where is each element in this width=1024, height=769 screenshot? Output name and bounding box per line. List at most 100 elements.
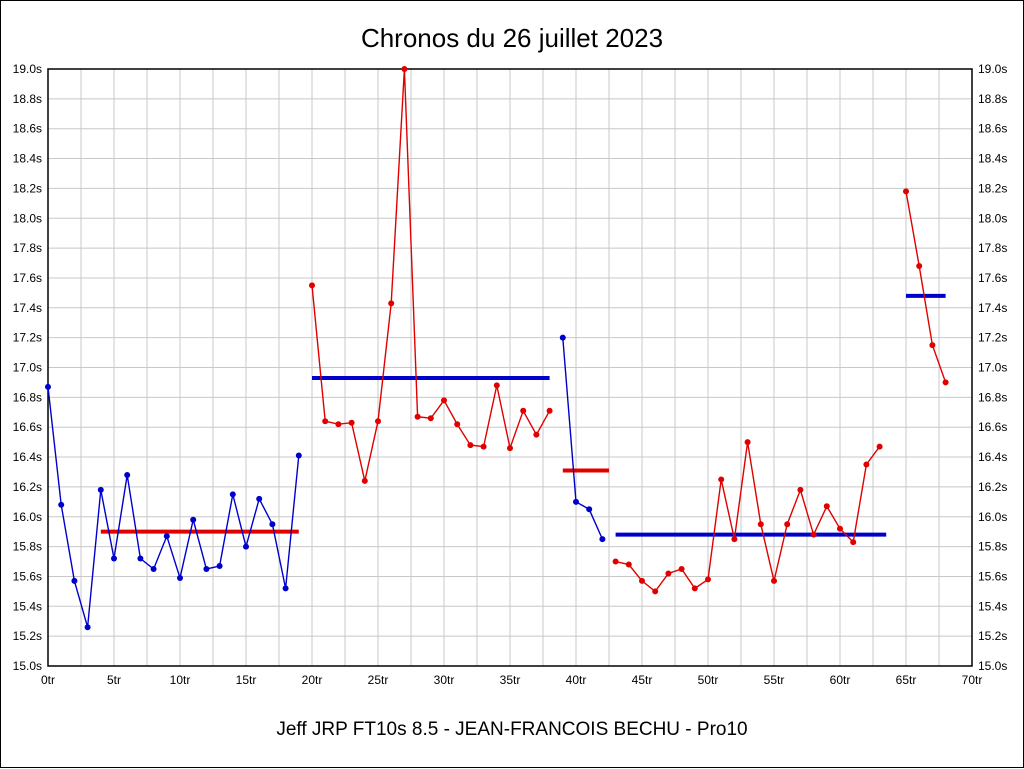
y-tick-label-left: 16.8s bbox=[13, 390, 42, 404]
y-tick-label-right: 17.6s bbox=[978, 271, 1007, 285]
stint-4-laps-point bbox=[863, 461, 870, 468]
y-tick-label-right: 16.6s bbox=[978, 420, 1007, 434]
stint-2-laps-point bbox=[507, 445, 513, 452]
stint-4-laps-point bbox=[797, 486, 804, 493]
stint-1-laps-point bbox=[295, 452, 302, 459]
stint-3-laps-point bbox=[586, 506, 593, 513]
stint-2-laps-point bbox=[401, 66, 408, 72]
stint-2-laps-point bbox=[335, 421, 342, 428]
x-tick-label: 60tr bbox=[830, 673, 851, 687]
x-tick-label: 45tr bbox=[632, 673, 653, 687]
stint-2-laps-point bbox=[388, 300, 395, 307]
stint-1-laps-point bbox=[216, 563, 223, 570]
y-tick-label-left: 17.6s bbox=[13, 271, 42, 285]
stint-4-laps-point bbox=[837, 525, 843, 532]
stint-2-laps-point bbox=[414, 413, 421, 420]
x-tick-label: 65tr bbox=[896, 673, 917, 687]
y-tick-label-right: 18.0s bbox=[978, 211, 1007, 225]
y-tick-label-left: 15.6s bbox=[13, 569, 42, 583]
stint-1-laps-point bbox=[111, 555, 117, 562]
y-tick-label-right: 16.8s bbox=[978, 390, 1007, 404]
x-tick-label: 30tr bbox=[434, 673, 455, 687]
stint-4-laps-point bbox=[625, 561, 632, 568]
y-tick-label-left: 15.0s bbox=[13, 659, 42, 673]
stint-1-laps-point bbox=[229, 491, 236, 498]
y-tick-label-left: 18.6s bbox=[13, 122, 42, 136]
y-tick-label-left: 19.0s bbox=[13, 62, 42, 76]
stint-2-laps-point bbox=[309, 282, 315, 289]
stint-1-laps-point bbox=[58, 501, 65, 508]
stint-4-laps-point bbox=[731, 536, 738, 543]
x-tick-label: 70tr bbox=[962, 673, 983, 687]
stint-4-laps-point bbox=[876, 443, 883, 450]
stint-1-laps-point bbox=[45, 383, 51, 390]
y-tick-label-left: 15.8s bbox=[13, 540, 42, 554]
x-tick-label: 25tr bbox=[368, 673, 389, 687]
x-tick-label: 15tr bbox=[236, 673, 257, 687]
x-tick-label: 20tr bbox=[302, 673, 323, 687]
stint-4-laps-point bbox=[757, 521, 764, 528]
stint-2-laps-point bbox=[441, 397, 447, 404]
x-tick-label: 55tr bbox=[764, 673, 785, 687]
y-tick-label-right: 18.2s bbox=[978, 181, 1007, 195]
stint-1-laps-point bbox=[71, 577, 78, 584]
stint-1-laps-point bbox=[150, 565, 157, 572]
x-tick-label: 50tr bbox=[698, 673, 719, 687]
stint-2-laps-point bbox=[467, 442, 474, 449]
y-tick-label-left: 17.2s bbox=[13, 331, 42, 345]
stint-5-laps-point bbox=[903, 188, 909, 195]
y-tick-label-right: 16.2s bbox=[978, 480, 1007, 494]
chart-footer: Jeff JRP FT10s 8.5 - JEAN-FRANCOIS BECHU… bbox=[276, 719, 748, 740]
y-tick-label-left: 18.4s bbox=[13, 152, 42, 166]
stint-4-laps-point bbox=[612, 558, 619, 565]
stint-2-laps-point bbox=[533, 431, 540, 438]
y-tick-label-right: 15.6s bbox=[978, 569, 1007, 583]
y-tick-label-right: 17.0s bbox=[978, 361, 1007, 375]
stint-1-laps-point bbox=[84, 624, 91, 631]
stint-4-laps-point bbox=[823, 503, 830, 510]
y-tick-label-left: 16.0s bbox=[13, 510, 42, 524]
y-tick-label-left: 15.2s bbox=[13, 629, 42, 643]
stint-1-laps-point bbox=[163, 533, 170, 540]
stint-2-laps-point bbox=[546, 407, 553, 414]
y-tick-label-right: 17.8s bbox=[978, 241, 1007, 255]
stint-1-laps-point bbox=[190, 516, 197, 523]
stint-3-laps-point bbox=[573, 498, 579, 505]
y-tick-label-left: 16.2s bbox=[13, 480, 42, 494]
y-tick-label-left: 16.4s bbox=[13, 450, 42, 464]
stint-5-laps-line bbox=[905, 191, 947, 383]
stint-2-laps-point bbox=[348, 419, 355, 426]
y-tick-label-right: 15.8s bbox=[978, 540, 1007, 554]
x-tick-label: 35tr bbox=[500, 673, 521, 687]
stint-1-laps-point bbox=[256, 495, 263, 502]
y-tick-label-left: 15.4s bbox=[13, 599, 42, 613]
y-tick-label-right: 18.6s bbox=[978, 122, 1007, 136]
stint-4-laps-point bbox=[744, 439, 751, 446]
stint-2-laps-point bbox=[493, 382, 500, 389]
y-tick-label-left: 17.8s bbox=[13, 241, 42, 255]
stint-1-laps-line bbox=[47, 386, 300, 628]
stint-4-laps-point bbox=[639, 577, 645, 584]
stint-2-laps-point bbox=[427, 415, 434, 422]
stint-2-laps-point bbox=[375, 418, 381, 425]
y-tick-label-left: 18.2s bbox=[13, 181, 42, 195]
x-tick-label: 10tr bbox=[170, 673, 191, 687]
stint-1-laps-point bbox=[97, 486, 104, 493]
x-tick-label: 5tr bbox=[107, 673, 121, 687]
stint-4-laps-point bbox=[810, 531, 817, 538]
y-tick-label-right: 15.0s bbox=[978, 659, 1007, 673]
y-tick-label-right: 17.2s bbox=[978, 331, 1007, 345]
y-tick-label-right: 17.4s bbox=[978, 301, 1007, 315]
stint-1-laps-point bbox=[243, 543, 249, 550]
stint-4-laps-point bbox=[718, 476, 725, 483]
stint-1-laps-point bbox=[177, 574, 183, 581]
y-tick-label-right: 19.0s bbox=[978, 62, 1007, 76]
stint-4-laps-point bbox=[665, 570, 672, 577]
y-tick-label-right: 15.4s bbox=[978, 599, 1007, 613]
plot-frame bbox=[47, 68, 973, 667]
y-tick-label-right: 16.4s bbox=[978, 450, 1007, 464]
y-tick-label-left: 17.0s bbox=[13, 361, 42, 375]
y-tick-label-right: 18.4s bbox=[978, 152, 1007, 166]
chart-title: Chronos du 26 juillet 2023 bbox=[360, 23, 664, 53]
